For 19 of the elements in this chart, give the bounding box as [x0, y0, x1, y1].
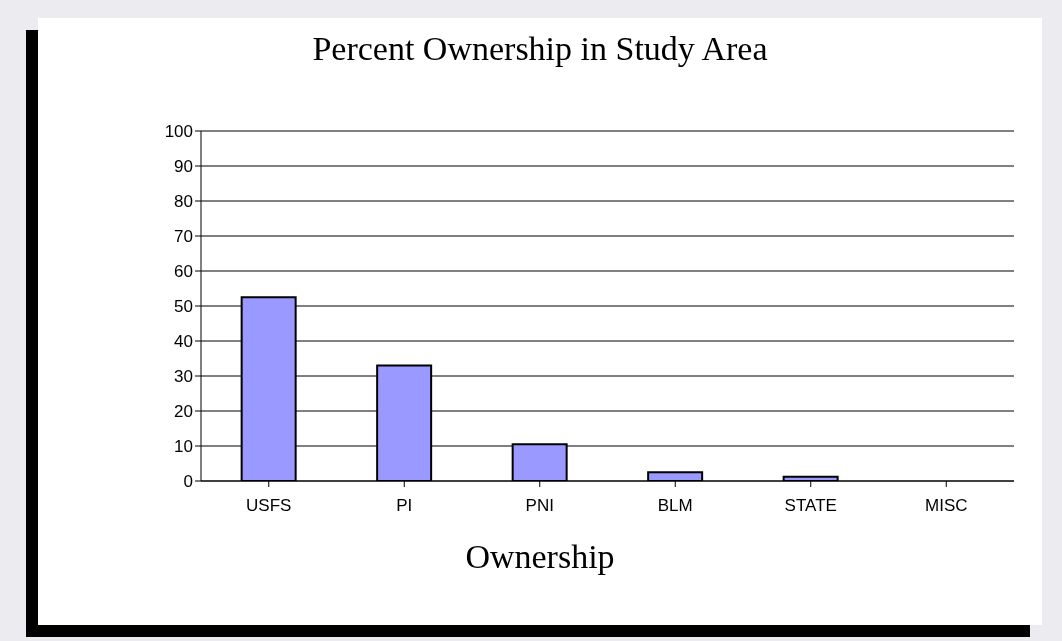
- y-tick-label: 20: [174, 402, 193, 422]
- x-tick-label: PI: [396, 496, 413, 516]
- x-tick-label: PNI: [525, 496, 554, 516]
- x-axis-title: Ownership: [464, 538, 616, 576]
- y-tick-label: 100: [164, 122, 193, 142]
- y-tick-label: 70: [174, 227, 193, 247]
- y-tick-label: 40: [174, 332, 193, 352]
- y-tick-label: 90: [174, 157, 193, 177]
- y-tick-label: 30: [174, 367, 193, 387]
- x-tick-label: USFS: [246, 496, 292, 516]
- x-tick-label: STATE: [784, 496, 837, 516]
- y-tick-label: 10: [174, 437, 193, 457]
- y-tick-label: 50: [174, 297, 193, 317]
- x-tick-label: MISC: [925, 496, 968, 516]
- y-tick-label: 80: [174, 192, 193, 212]
- y-tick-label: 0: [183, 472, 193, 492]
- chart-title: Percent Ownership in Study Area: [311, 30, 769, 68]
- y-tick-label: 60: [174, 262, 193, 282]
- x-tick-label: BLM: [657, 496, 693, 516]
